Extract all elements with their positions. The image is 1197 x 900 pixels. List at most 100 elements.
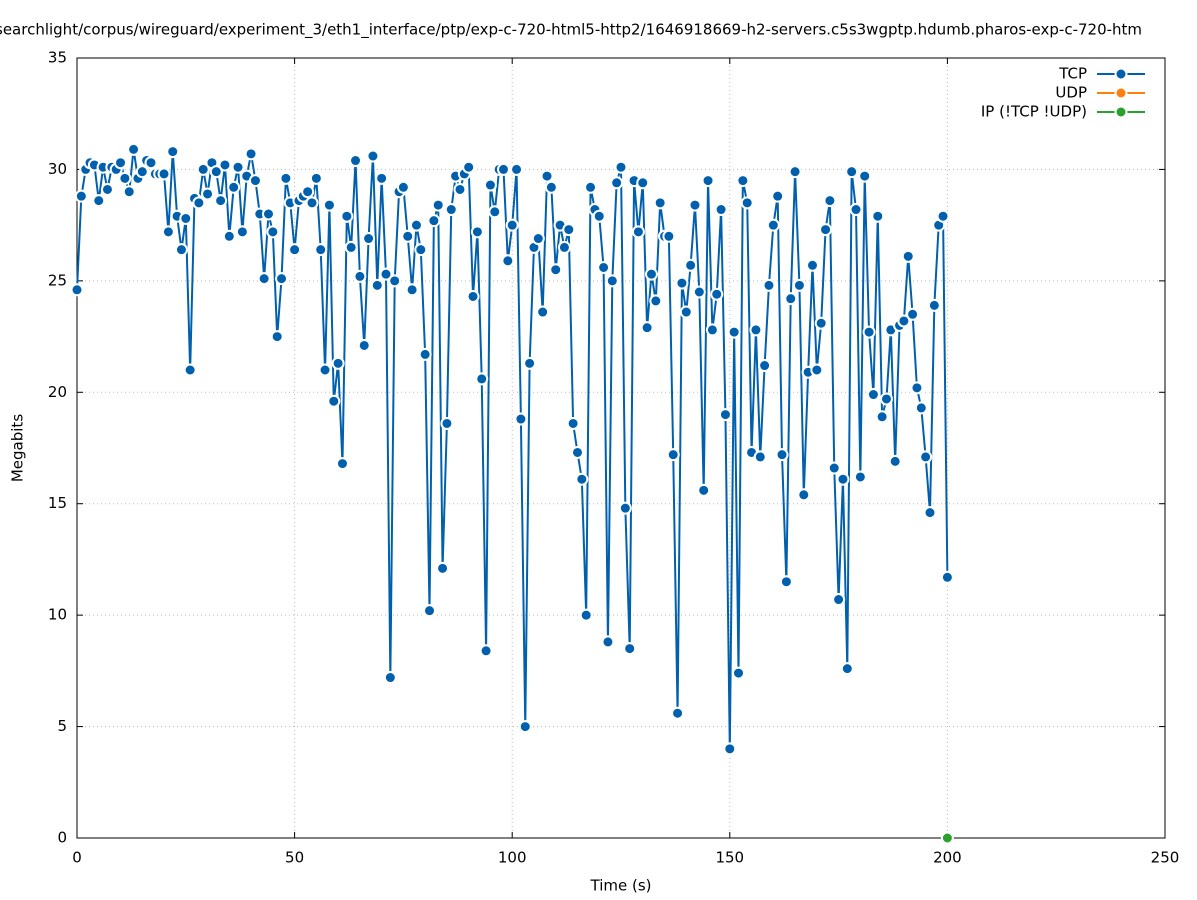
data-point — [74, 189, 88, 203]
data-point — [531, 232, 545, 246]
data-point — [270, 330, 284, 344]
data-point — [771, 189, 785, 203]
data-point — [714, 203, 728, 217]
data-point — [418, 347, 432, 361]
data-point — [819, 223, 833, 237]
data-point — [849, 203, 863, 217]
data-point — [275, 272, 289, 286]
data-point — [488, 205, 502, 219]
data-point — [353, 269, 367, 283]
data-point — [70, 283, 84, 297]
data-point — [405, 283, 419, 297]
data-point — [701, 174, 715, 188]
legend-label: UDP — [1055, 84, 1087, 102]
data-point — [301, 185, 315, 199]
data-point — [858, 169, 872, 183]
data-point — [740, 196, 754, 210]
data-point — [344, 240, 358, 254]
y-tick-label: 0 — [57, 829, 67, 847]
y-tick-label: 5 — [57, 717, 67, 735]
data-point — [479, 644, 493, 658]
data-point — [453, 182, 467, 196]
data-point — [566, 416, 580, 430]
y-tick-label: 15 — [48, 494, 67, 512]
data-point — [597, 260, 611, 274]
data-point — [827, 461, 841, 475]
data-point — [797, 488, 811, 502]
data-point — [440, 416, 454, 430]
data-point — [209, 165, 223, 179]
data-point — [936, 209, 950, 223]
data-point — [840, 662, 854, 676]
data-point — [762, 278, 776, 292]
data-point — [366, 149, 380, 163]
data-point — [379, 267, 393, 281]
data-point — [732, 666, 746, 680]
data-point — [718, 408, 732, 422]
x-tick-label: 0 — [72, 849, 82, 867]
data-point — [444, 203, 458, 217]
data-point — [318, 363, 332, 377]
data-point — [227, 180, 241, 194]
data-point — [940, 831, 954, 845]
data-point — [601, 635, 615, 649]
data-point — [927, 298, 941, 312]
legend-label: TCP — [1058, 65, 1087, 83]
data-point — [653, 196, 667, 210]
data-point — [322, 198, 336, 212]
data-point — [266, 225, 280, 239]
data-point — [940, 570, 954, 584]
data-point — [788, 165, 802, 179]
data-point — [100, 182, 114, 196]
data-point — [810, 363, 824, 377]
data-point — [888, 454, 902, 468]
data-point — [127, 142, 141, 156]
data-point — [814, 316, 828, 330]
data-point — [579, 608, 593, 622]
data-point — [279, 171, 293, 185]
data-point — [414, 243, 428, 257]
data-point — [792, 278, 806, 292]
data-point — [906, 307, 920, 321]
data-point — [235, 225, 249, 239]
data-point — [483, 178, 497, 192]
data-point — [335, 457, 349, 471]
data-point — [523, 356, 537, 370]
data-point — [388, 274, 402, 288]
data-point — [401, 229, 415, 243]
data-point — [557, 240, 571, 254]
data-point — [575, 472, 589, 486]
data-point — [614, 160, 628, 174]
data-point — [218, 158, 232, 172]
data-point — [710, 287, 724, 301]
data-point — [174, 243, 188, 257]
y-axis-label: Megabits — [9, 414, 27, 482]
data-point — [766, 218, 780, 232]
data-point — [692, 285, 706, 299]
data-point — [753, 450, 767, 464]
data-point — [805, 258, 819, 272]
data-point — [897, 314, 911, 328]
data-point — [122, 185, 136, 199]
data-point — [592, 209, 606, 223]
data-point — [723, 742, 737, 756]
data-point — [157, 167, 171, 181]
data-point — [231, 160, 245, 174]
data-point — [649, 294, 663, 308]
data-point — [914, 401, 928, 415]
y-tick-label: 35 — [48, 49, 67, 67]
data-point — [675, 276, 689, 290]
data-point — [309, 171, 323, 185]
data-point — [183, 363, 197, 377]
data-point — [688, 198, 702, 212]
data-point — [314, 243, 328, 257]
data-point — [261, 207, 275, 221]
data-point — [618, 501, 632, 515]
data-point — [349, 154, 363, 168]
data-point — [257, 272, 271, 286]
y-tick-label: 20 — [48, 383, 67, 401]
data-point — [179, 211, 193, 225]
data-point — [749, 323, 763, 337]
data-point — [514, 412, 528, 426]
data-point — [135, 165, 149, 179]
